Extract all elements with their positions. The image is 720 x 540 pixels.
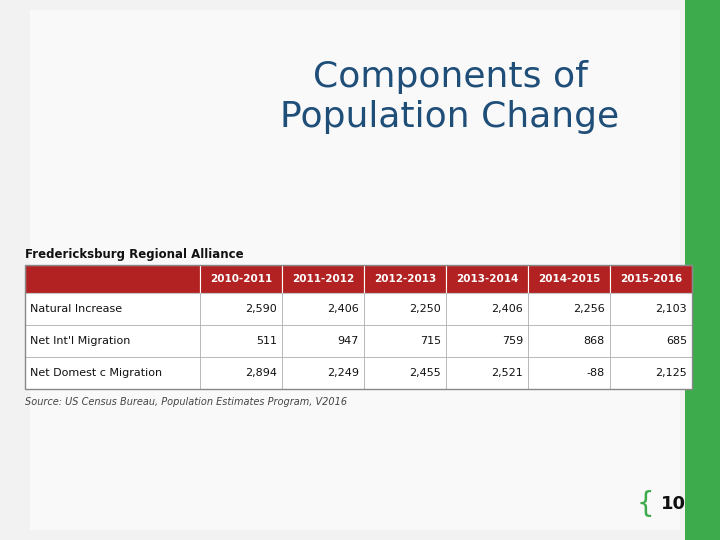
Text: 947: 947 [338,336,359,346]
Bar [610,357,692,389]
Text: 759: 759 [502,336,523,346]
Text: Natural Increase: Natural Increase [30,304,122,314]
Bar [610,293,692,325]
Text: 2014-2015: 2014-2015 [538,274,600,284]
Text: 511: 511 [256,336,277,346]
Bar [610,325,692,357]
Text: 2,406: 2,406 [491,304,523,314]
Text: 2012-2013: 2012-2013 [374,274,436,284]
Text: 10: 10 [660,495,685,513]
Bar [364,357,446,389]
Bar [364,325,446,357]
Bar [282,325,364,357]
Bar [25,357,200,389]
Bar [685,0,720,540]
Text: }: } [692,490,710,518]
Bar [200,265,282,293]
Text: Source: US Census Bureau, Population Estimates Program, V2016: Source: US Census Bureau, Population Est… [25,397,347,407]
Text: 2,894: 2,894 [245,368,277,378]
Text: 2,249: 2,249 [327,368,359,378]
Bar [528,293,610,325]
Text: 2,250: 2,250 [409,304,441,314]
Bar [200,357,282,389]
Text: 2,521: 2,521 [491,368,523,378]
Bar [200,293,282,325]
Text: -88: -88 [587,368,605,378]
Text: 2,455: 2,455 [409,368,441,378]
Bar [364,293,446,325]
Bar [282,293,364,325]
Text: Fredericksburg Regional Alliance: Fredericksburg Regional Alliance [25,248,243,261]
Text: 2,406: 2,406 [328,304,359,314]
Bar [610,265,692,293]
Text: Net Int'l Migration: Net Int'l Migration [30,336,130,346]
Bar [446,265,528,293]
Text: Net Domest c Migration: Net Domest c Migration [30,368,162,378]
Text: 2013-2014: 2013-2014 [456,274,518,284]
Text: 2,256: 2,256 [573,304,605,314]
Bar [528,357,610,389]
Text: Population Change: Population Change [280,100,620,134]
Bar [364,265,446,293]
Text: 2,103: 2,103 [655,304,687,314]
Bar [528,325,610,357]
Text: 2010-2011: 2010-2011 [210,274,272,284]
Bar [25,265,692,389]
Text: Components of: Components of [312,60,588,94]
Bar [446,293,528,325]
Bar [528,265,610,293]
Text: 685: 685 [666,336,687,346]
Bar [25,293,200,325]
Bar [446,357,528,389]
Text: 868: 868 [584,336,605,346]
Text: {: { [636,490,654,518]
Bar [446,325,528,357]
Text: 2,590: 2,590 [246,304,277,314]
Bar [282,357,364,389]
Text: 715: 715 [420,336,441,346]
Bar [25,325,200,357]
Bar [25,265,200,293]
Text: 2011-2012: 2011-2012 [292,274,354,284]
Text: 2,125: 2,125 [655,368,687,378]
Text: 2015-2016: 2015-2016 [620,274,682,284]
Bar [200,325,282,357]
Bar [282,265,364,293]
